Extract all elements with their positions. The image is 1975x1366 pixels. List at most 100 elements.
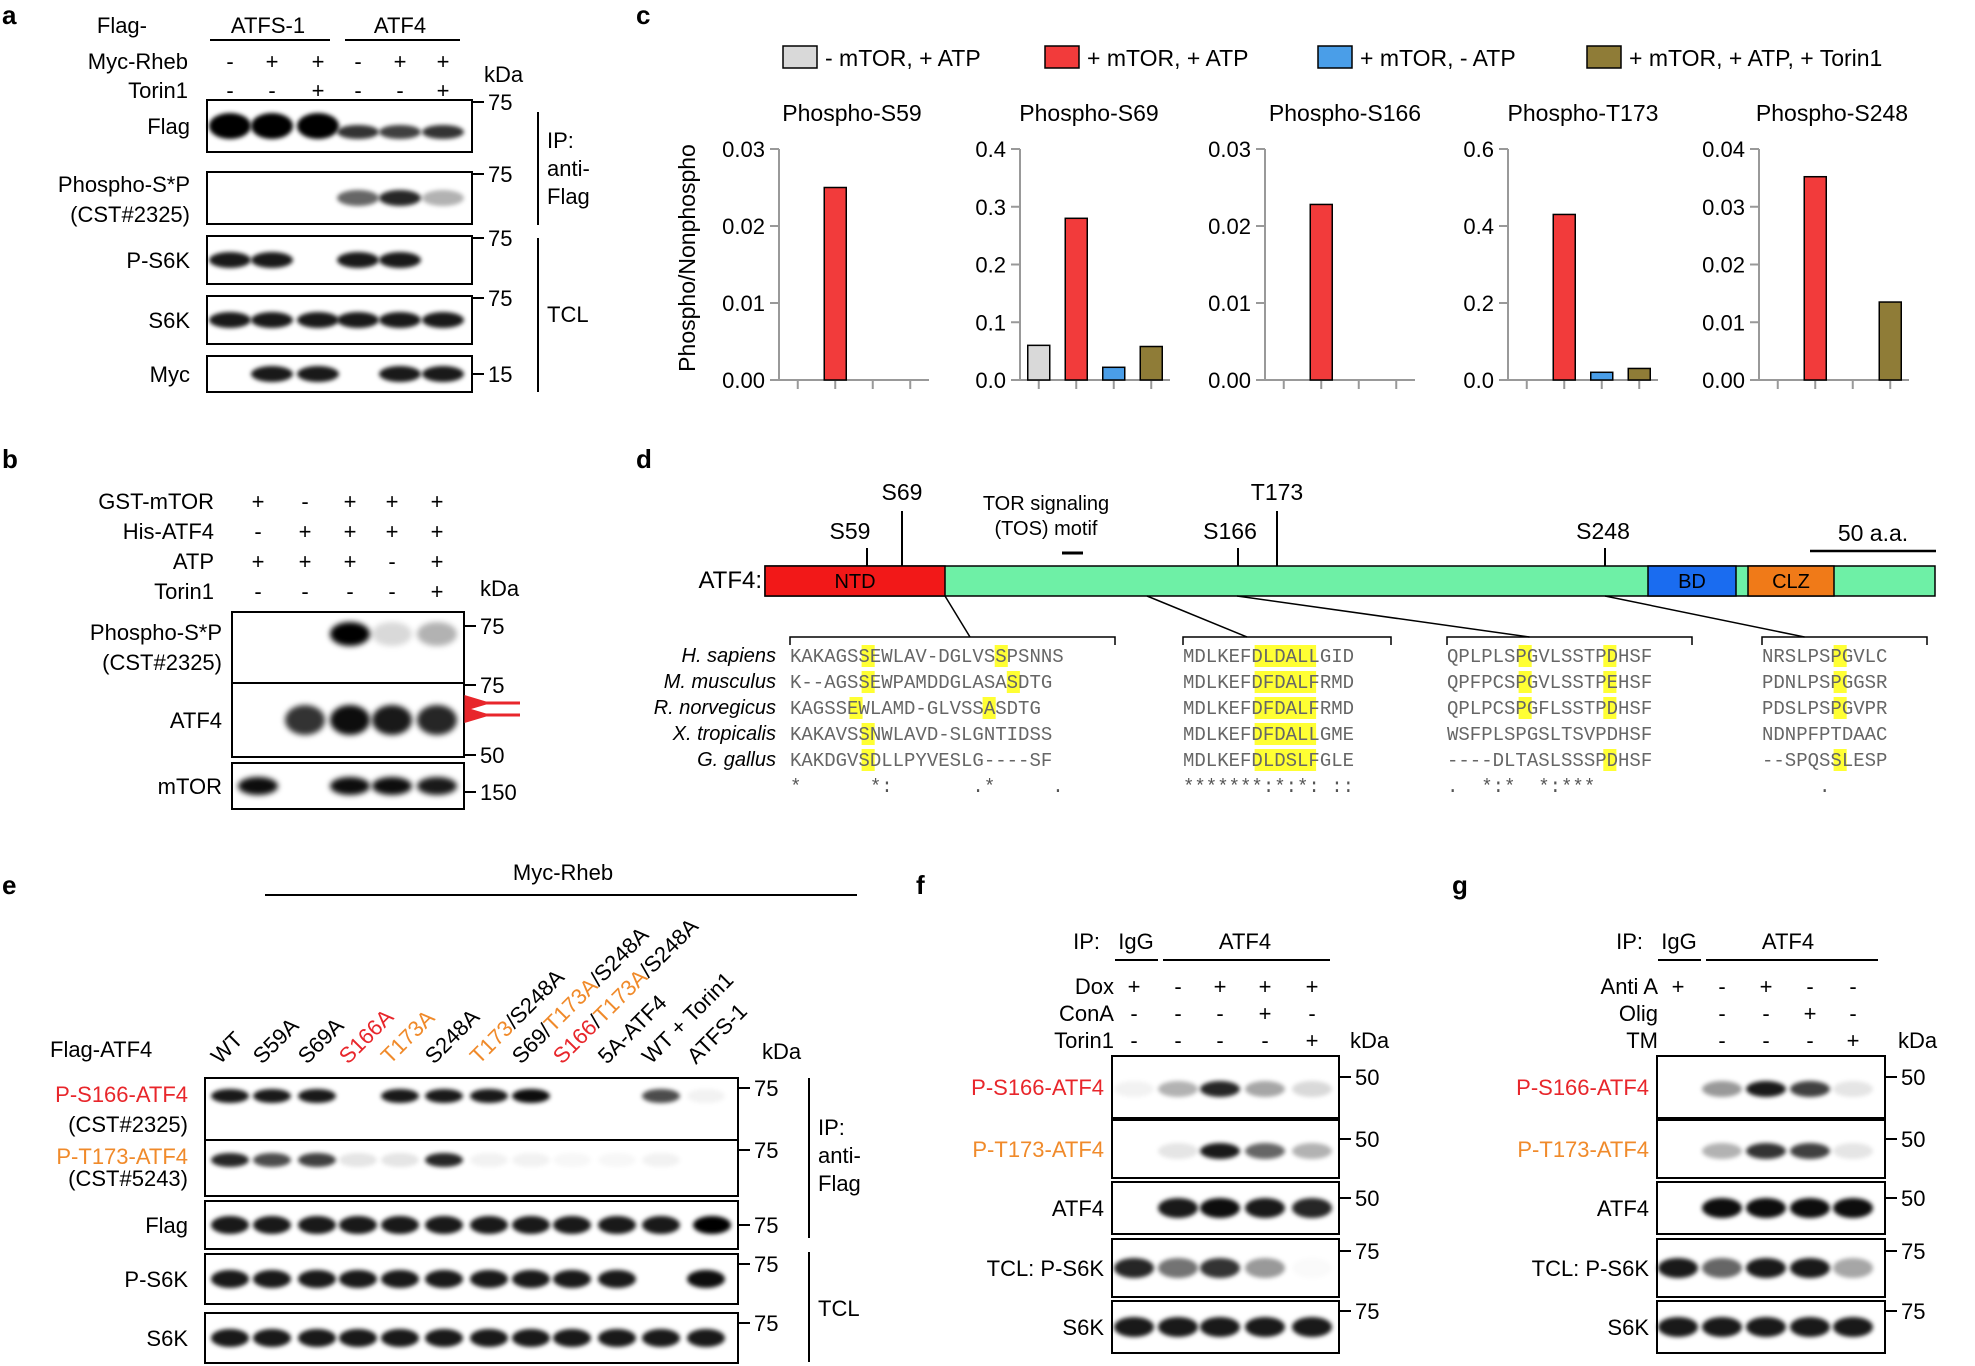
band [1746,1198,1786,1218]
conserved-highlight [994,645,1008,667]
conserved-highlight [1303,697,1317,719]
ip-label: IP: [1616,929,1643,954]
mw-label: 75 [1355,1299,1379,1324]
condition-sign: + [1259,974,1272,999]
scale-bar-label: 50 a.a. [1838,520,1908,546]
blot-label: P-S166-ATF4 [1516,1075,1649,1100]
panel-letter-d: d [636,444,652,474]
conserved-highlight [861,645,875,667]
condition-sign: + [266,49,279,74]
y-tick-label: 0.02 [722,214,765,239]
blot-label: S6K [148,308,190,333]
bar [1102,366,1126,381]
condition-sign: + [431,579,444,604]
conserved-highlight [1833,671,1847,693]
condition-sign: + [344,549,357,574]
site-label: T173 [1251,479,1303,505]
conserved-highlight [1303,645,1317,667]
band [1790,1081,1830,1097]
aligned-sequence: PDSLPSPGVPR [1762,698,1887,720]
band [1658,1258,1698,1278]
condition-sign: - [1174,1001,1181,1026]
conserved-highlight [1303,671,1317,693]
condition-label: Torin1 [154,579,214,604]
band [1292,1317,1332,1337]
band [470,1270,508,1288]
condition-sign: - [396,78,403,103]
y-tick-label: 0.03 [1702,195,1745,220]
condition-label: Torin1 [1054,1028,1114,1053]
conserved-highlight [1290,749,1304,771]
band [598,1270,636,1288]
blot-label: Flag [145,1213,188,1238]
band [238,777,278,795]
mw-label: 75 [754,1138,778,1163]
condition-sign: + [386,489,399,514]
blot-label: P-T173-ATF4 [1517,1137,1649,1162]
blot-label: P-S166-ATF4 [55,1082,188,1107]
panel-letter-e: e [2,870,16,900]
bar [1309,203,1333,381]
band [1245,1258,1285,1278]
blot-label: P-T173-ATF4 [56,1144,188,1169]
condition-sign: - [1130,1001,1137,1026]
clz-domain [1747,565,1835,597]
kda-label: kDa [1898,1028,1938,1053]
consensus-row: * *: .* . [790,776,1064,798]
lane-label-part: S69A [293,1013,349,1069]
aligned-sequence: NDNPFPTDAAC [1762,724,1887,746]
band [339,1216,377,1234]
band [512,1216,550,1234]
y-tick-label: 0.01 [1702,310,1745,335]
band [330,705,370,735]
band [1158,1258,1198,1278]
aligned-sequence: QPLPLSPGVLSSTPDHSF [1447,646,1652,668]
mw-label: 50 [1355,1065,1379,1090]
y-tick-label: 0.02 [1702,253,1745,278]
condition-sign: - [268,78,275,103]
condition-sign: + [1259,1001,1272,1026]
y-tick-label: 0.0 [1463,368,1494,393]
band [1200,1198,1240,1218]
aligned-sequence: WSFPLSPGSLTSVPDHSF [1447,724,1652,746]
legend-swatch [1317,45,1353,69]
band [211,1089,249,1103]
conserved-highlight [1278,697,1292,719]
band [211,1153,249,1167]
condition-sign: + [1128,974,1141,999]
condition-sign: - [1308,1001,1315,1026]
band [553,1153,591,1167]
blot-label: TCL: P-S6K [1532,1256,1650,1281]
ip-label-2: anti- [818,1143,861,1168]
aligned-sequence: --SPQSSLESP [1762,750,1887,772]
mw-label: 75 [1901,1239,1925,1264]
mw-label: 75 [1901,1299,1925,1324]
ip-label-2: anti- [547,156,590,181]
panel-d: 50 a.a. ATF4: NTD BD CLZ S59 S69 T173 S166 S248 TO… [654,479,1936,798]
condition-sign: - [1718,1028,1725,1053]
band [642,1153,680,1167]
legend-label: + mTOR, - ATP [1360,45,1516,71]
band [372,777,412,795]
ip-label-1: IP: [547,128,574,153]
aligned-sequence: KAKAGSSEWLAV-DGLVSSPSNNS [790,646,1064,668]
blot-label: P-T173-ATF4 [972,1137,1104,1162]
panel-f: IP: IgG ATF4 Dox + - + + +ConA - - - + -Torin1- - - -… [971,929,1390,1354]
band [598,1216,636,1234]
conserved-highlight [1303,749,1317,771]
band [298,1216,336,1234]
conserved-highlight [982,697,996,719]
band [253,1089,291,1103]
band [297,113,339,139]
band [642,1329,680,1347]
band [512,1270,550,1288]
band [379,312,421,328]
condition-sign: + [299,519,312,544]
aligned-sequence: NRSLPSPGVLC [1762,646,1887,668]
condition-sign: - [354,49,361,74]
aligned-sequence: QPFPCSPGVLSSTPEHSF [1447,672,1652,694]
panel-letter-f: f [916,870,925,900]
blot-label-sub: (CST#2325) [68,1112,188,1137]
condition-sign: + [431,549,444,574]
